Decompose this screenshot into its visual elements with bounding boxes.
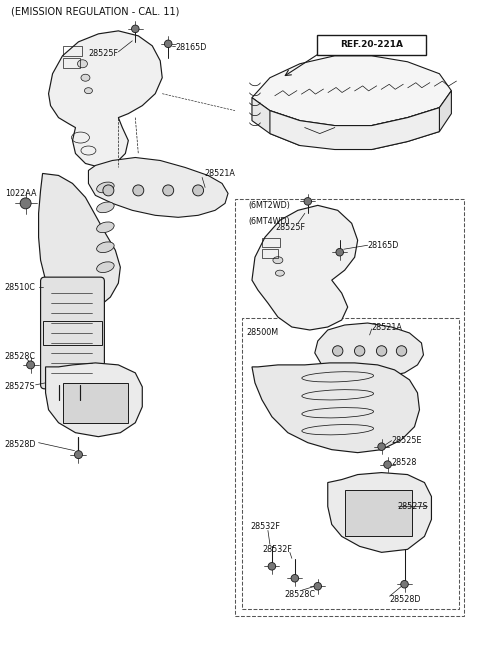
Bar [43,321,102,345]
Circle shape [74,451,83,458]
Text: REF.20-221A: REF.20-221A [340,41,403,49]
Circle shape [103,185,114,196]
Polygon shape [252,56,451,126]
Circle shape [378,443,385,451]
Polygon shape [270,107,439,149]
Circle shape [336,248,344,256]
Text: 1022AA: 1022AA [5,189,36,198]
Circle shape [376,346,387,356]
Bar [62,58,81,67]
Ellipse shape [96,182,114,193]
Text: 28528C: 28528C [5,352,36,362]
Text: 28532F: 28532F [250,522,280,531]
Bar [262,249,278,258]
Bar [262,238,280,247]
Text: 28528: 28528 [392,458,417,467]
Text: 28525F: 28525F [275,223,305,232]
Circle shape [396,346,407,356]
Text: 28165D: 28165D [368,241,399,250]
Text: 28532F: 28532F [262,545,292,554]
Polygon shape [315,323,423,377]
Text: 28500M: 28500M [246,329,278,337]
FancyBboxPatch shape [317,35,426,55]
Circle shape [165,40,172,48]
Ellipse shape [96,262,114,272]
Text: 28510C: 28510C [5,282,36,291]
Bar [62,46,83,56]
Ellipse shape [84,88,93,94]
Circle shape [314,582,322,590]
Polygon shape [88,157,228,217]
Ellipse shape [96,242,114,253]
Circle shape [354,346,365,356]
Text: 28521A: 28521A [372,322,403,331]
Circle shape [384,461,391,468]
Circle shape [132,25,139,33]
Text: (6MT4WD): (6MT4WD) [248,217,290,226]
Ellipse shape [77,60,87,67]
Polygon shape [328,472,432,552]
Text: 28525F: 28525F [88,49,119,58]
Circle shape [304,198,312,205]
Ellipse shape [81,74,90,81]
Text: 28528D: 28528D [390,595,421,604]
Text: (6MT2WD): (6MT2WD) [248,201,290,210]
Polygon shape [46,363,142,437]
Ellipse shape [96,222,114,233]
Bar [242,318,459,609]
Text: 28528D: 28528D [5,440,36,449]
Text: 28165D: 28165D [175,43,206,52]
Circle shape [26,361,35,369]
Text: (EMISSION REGULATION - CAL. 11): (EMISSION REGULATION - CAL. 11) [11,7,179,17]
Polygon shape [252,363,420,453]
Circle shape [268,563,276,570]
Text: 28527S: 28527S [5,383,36,391]
Polygon shape [38,174,120,310]
Polygon shape [252,98,300,145]
Circle shape [20,198,31,209]
Circle shape [333,346,343,356]
Polygon shape [62,383,128,422]
Polygon shape [48,31,162,168]
Polygon shape [372,90,451,149]
Ellipse shape [276,270,284,276]
Ellipse shape [273,257,283,264]
Polygon shape [252,206,358,330]
Circle shape [133,185,144,196]
Circle shape [291,574,299,582]
Text: 28525E: 28525E [392,436,422,445]
Circle shape [401,580,408,588]
Bar [235,199,464,616]
Text: 28528C: 28528C [285,590,316,599]
Text: 28521A: 28521A [204,169,235,178]
Circle shape [192,185,204,196]
Ellipse shape [96,202,114,213]
Polygon shape [345,489,411,536]
Text: 28527S: 28527S [397,502,428,511]
FancyBboxPatch shape [41,277,104,389]
Circle shape [163,185,174,196]
